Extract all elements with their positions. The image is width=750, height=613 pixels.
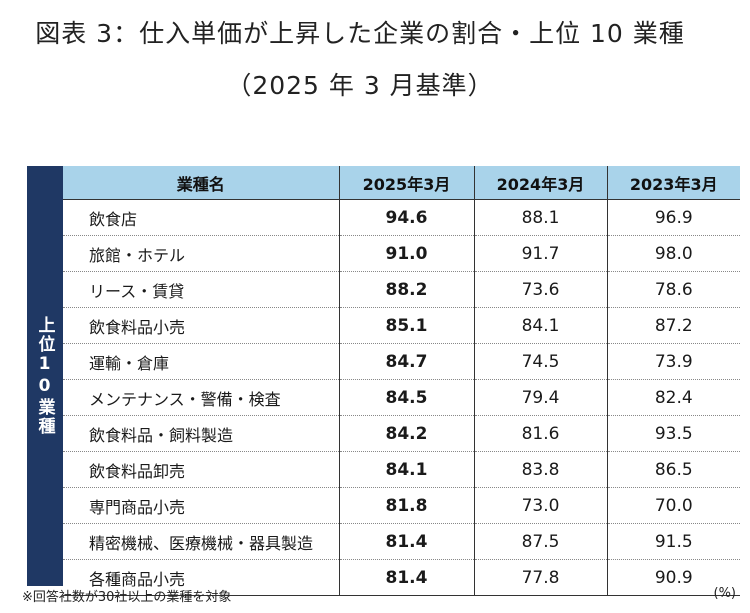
value-2025-cell: 94.6 bbox=[338, 199, 474, 236]
value-2025-cell: 84.1 bbox=[338, 451, 474, 488]
value-2023-cell: 90.9 bbox=[606, 559, 740, 596]
table-row: 飲食料品小売 85.1 84.1 87.2 bbox=[63, 307, 740, 344]
table-header-row: 業種名 2025年3月 2024年3月 2023年3月 bbox=[63, 166, 740, 200]
figure-title: 図表 3：仕入単価が上昇した企業の割合・上位 10 業種 bbox=[35, 19, 685, 48]
industry-cell: 旅館・ホテル bbox=[63, 235, 339, 272]
value-2025-cell: 91.0 bbox=[338, 235, 474, 272]
value-2024-cell: 88.1 bbox=[473, 199, 607, 236]
value-2025-cell: 84.2 bbox=[338, 415, 474, 452]
table-row: メンテナンス・警備・検査 84.5 79.4 82.4 bbox=[63, 379, 740, 416]
value-2023-cell: 87.2 bbox=[606, 307, 740, 344]
industry-cell: 専門商品小売 bbox=[63, 487, 339, 524]
value-2024-cell: 79.4 bbox=[473, 379, 607, 416]
value-2023-cell: 86.5 bbox=[606, 451, 740, 488]
industry-cell: 各種商品小売 bbox=[63, 559, 339, 596]
table-row: 運輸・倉庫 84.7 74.5 73.9 bbox=[63, 343, 740, 380]
value-2025-cell: 81.8 bbox=[338, 487, 474, 524]
table-row: 精密機械、医療機械・器具製造 81.4 87.5 91.5 bbox=[63, 523, 740, 560]
header-industry: 業種名 bbox=[63, 166, 339, 200]
unit-label: (%) bbox=[713, 586, 737, 601]
value-2024-cell: 87.5 bbox=[473, 523, 607, 560]
value-2024-cell: 73.0 bbox=[473, 487, 607, 524]
table-row: 飲食料品卸売 84.1 83.8 86.5 bbox=[63, 451, 740, 488]
figure-subtitle: （2025 年 3 月基準） bbox=[226, 71, 494, 100]
value-2023-cell: 93.5 bbox=[606, 415, 740, 452]
table-row: リース・賃貸 88.2 73.6 78.6 bbox=[63, 271, 740, 308]
industry-cell: リース・賃貸 bbox=[63, 271, 339, 308]
industry-cell: メンテナンス・警備・検査 bbox=[63, 379, 339, 416]
industry-cell: 飲食料品卸売 bbox=[63, 451, 339, 488]
value-2024-cell: 83.8 bbox=[473, 451, 607, 488]
value-2023-cell: 70.0 bbox=[606, 487, 740, 524]
table-row: 専門商品小売 81.8 73.0 70.0 bbox=[63, 487, 740, 524]
value-2023-cell: 82.4 bbox=[606, 379, 740, 416]
industry-cell: 精密機械、医療機械・器具製造 bbox=[63, 523, 339, 560]
header-2023: 2023年3月 bbox=[606, 166, 740, 200]
industry-cell: 飲食店 bbox=[63, 199, 339, 236]
header-2025: 2025年3月 bbox=[338, 166, 474, 200]
value-2023-cell: 91.5 bbox=[606, 523, 740, 560]
value-2025-cell: 84.5 bbox=[338, 379, 474, 416]
industry-cell: 飲食料品・飼料製造 bbox=[63, 415, 339, 452]
value-2025-cell: 81.4 bbox=[338, 523, 474, 560]
side-label: 上位10業種 bbox=[34, 316, 55, 436]
value-2024-cell: 77.8 bbox=[473, 559, 607, 596]
value-2024-cell: 74.5 bbox=[473, 343, 607, 380]
value-2023-cell: 73.9 bbox=[606, 343, 740, 380]
value-2025-cell: 88.2 bbox=[338, 271, 474, 308]
value-2025-cell: 81.4 bbox=[338, 559, 474, 596]
value-2024-cell: 73.6 bbox=[473, 271, 607, 308]
side-label-bar: 上位10業種 bbox=[27, 166, 63, 586]
value-2025-cell: 84.7 bbox=[338, 343, 474, 380]
ranking-table: 業種名 2025年3月 2024年3月 2023年3月 飲食店 94.6 88.1 9… bbox=[63, 166, 740, 596]
header-2024: 2024年3月 bbox=[473, 166, 607, 200]
footnote: ※回答社数が30社以上の業種を対象 bbox=[22, 590, 232, 605]
table-row: 各種商品小売 81.4 77.8 90.9 bbox=[63, 559, 740, 596]
value-2023-cell: 96.9 bbox=[606, 199, 740, 236]
table-row: 飲食店 94.6 88.1 96.9 bbox=[63, 199, 740, 236]
industry-cell: 飲食料品小売 bbox=[63, 307, 339, 344]
value-2023-cell: 98.0 bbox=[606, 235, 740, 272]
table-row: 飲食料品・飼料製造 84.2 81.6 93.5 bbox=[63, 415, 740, 452]
value-2025-cell: 85.1 bbox=[338, 307, 474, 344]
table-row: 旅館・ホテル 91.0 91.7 98.0 bbox=[63, 235, 740, 272]
value-2024-cell: 81.6 bbox=[473, 415, 607, 452]
value-2024-cell: 84.1 bbox=[473, 307, 607, 344]
value-2023-cell: 78.6 bbox=[606, 271, 740, 308]
industry-cell: 運輸・倉庫 bbox=[63, 343, 339, 380]
value-2024-cell: 91.7 bbox=[473, 235, 607, 272]
